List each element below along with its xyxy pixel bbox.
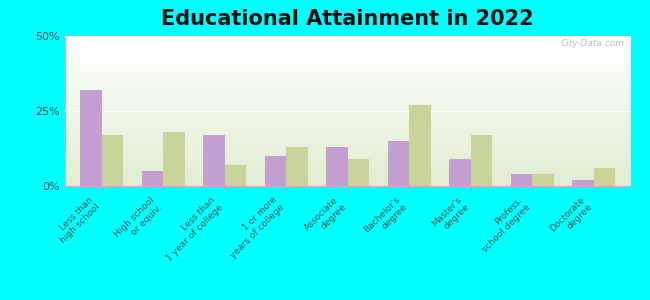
Bar	[203, 135, 225, 186]
Bar	[511, 174, 532, 186]
Bar	[265, 156, 286, 186]
Bar	[410, 105, 431, 186]
Bar	[593, 168, 615, 186]
Text: City-Data.com: City-Data.com	[561, 39, 625, 48]
Bar	[286, 147, 308, 186]
Bar	[532, 174, 554, 186]
Bar	[326, 147, 348, 186]
Bar	[387, 141, 410, 186]
Bar	[225, 165, 246, 186]
Bar	[163, 132, 185, 186]
Bar	[348, 159, 369, 186]
Title: Educational Attainment in 2022: Educational Attainment in 2022	[161, 9, 534, 29]
Bar	[572, 180, 593, 186]
Bar	[449, 159, 471, 186]
Bar	[81, 90, 102, 186]
Bar	[102, 135, 124, 186]
Bar	[471, 135, 492, 186]
Bar	[142, 171, 163, 186]
